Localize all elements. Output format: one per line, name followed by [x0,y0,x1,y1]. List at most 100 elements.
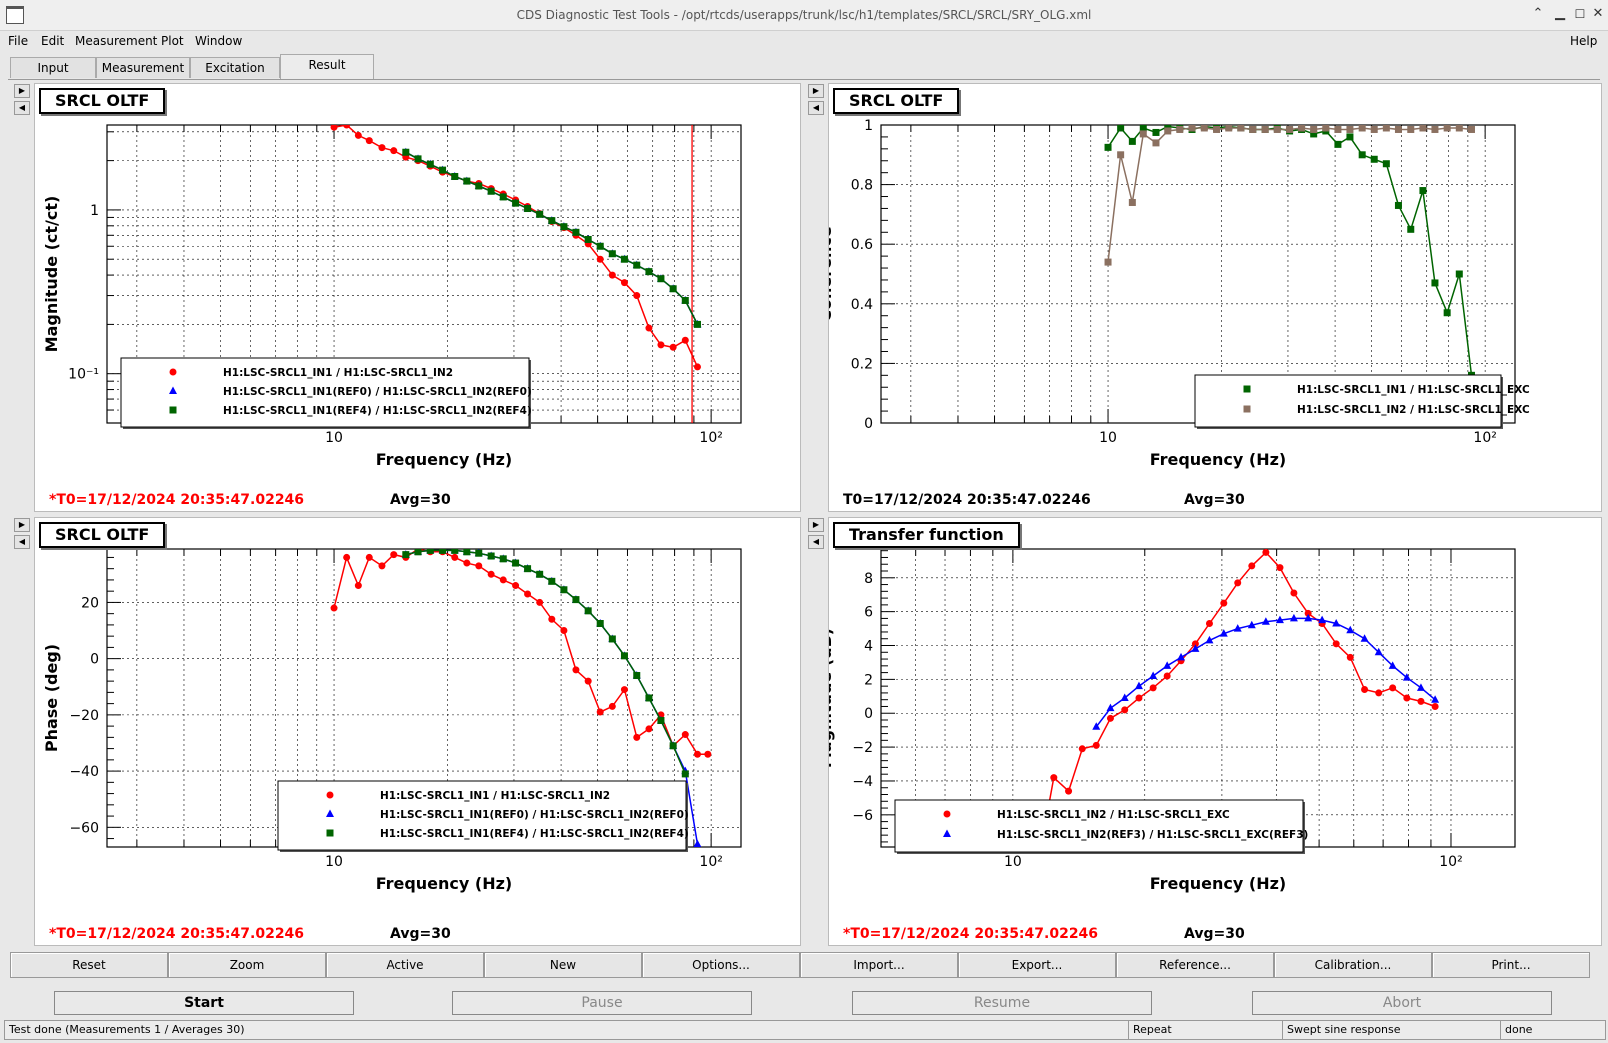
legend-label: H1:LSC-SRCL1_IN2 / H1:LSC-SRCL1_EXC [1297,404,1530,416]
tab-measurement[interactable]: Measurement [96,57,190,78]
panel4-expand-icon[interactable]: ▶ [808,518,824,532]
data-point [475,549,483,557]
abort-button[interactable]: Abort [1252,991,1552,1015]
panel3-expand-icon[interactable]: ▶ [14,518,30,532]
tab-input[interactable]: Input [10,57,96,78]
data-point [475,562,483,570]
data-point [1135,694,1143,702]
data-point [378,562,386,570]
maximize-icon[interactable]: ☐ [1574,7,1586,21]
phase-chart[interactable]: 10 10² −60 −40 −20 0 20 Frequency (Hz) Phase (de… [35,518,800,945]
menu-plot[interactable]: Plot [161,34,184,48]
series-line [405,151,699,325]
x-tick-label: 10 [325,430,343,446]
x-axis-label: Frequency (Hz) [376,874,513,893]
panel2-collapse-icon[interactable]: ◀ [808,101,824,115]
plot-panel-3[interactable]: SRCL OLTF 10 10² −60 −40 −20 0 20 Frequency (Hz… [34,517,801,946]
data-point [1149,684,1157,692]
options-button[interactable]: Options... [642,952,800,978]
data-point [1152,128,1160,136]
plot-panel-1[interactable]: SRCL OLTF 10 10² 1 10⁻¹ Frequency (Hz) Magnit… [34,83,801,512]
series-line [1095,617,1436,728]
print-button[interactable]: Print... [1432,952,1590,978]
data-point [463,559,471,567]
x-tick-label: 10 [1004,854,1022,870]
active-button[interactable]: Active [326,952,484,978]
export-button[interactable]: Export... [958,952,1116,978]
data-point [1334,125,1342,133]
data-point [1407,125,1415,133]
legend-marker [169,368,177,376]
data-point [596,708,604,716]
panel1-expand-icon[interactable]: ▶ [14,84,30,98]
avg-label: Avg=30 [390,926,451,942]
data-point [390,551,398,559]
legend-marker [169,406,177,414]
minimize-icon[interactable]: ▁ [1555,6,1565,21]
panel2-expand-icon[interactable]: ▶ [808,84,824,98]
data-point [1304,609,1312,617]
data-point [560,223,568,231]
transfer-function-chart[interactable]: 10 10² −6 −4 −2 0 2 4 6 8 Frequency (Hz) Magnitude … [816,518,1601,945]
calibration-button[interactable]: Calibration... [1274,952,1432,978]
legend: H1:LSC-SRCL1_IN1 / H1:LSC-SRCL1_EXC H1:LS… [1194,374,1530,429]
new-button[interactable]: New [484,952,642,978]
menu-measurement[interactable]: Measurement [75,34,158,48]
menu-file[interactable]: File [8,34,29,48]
y-tick-label: 4 [864,639,873,655]
data-point [1431,279,1439,287]
data-point [1346,133,1354,141]
panel-title: SRCL OLTF [39,522,166,548]
data-point [1128,137,1136,145]
data-point [1104,258,1112,266]
tab-result[interactable]: Result [280,54,374,79]
panel-title: SRCL OLTF [39,88,166,114]
zoom-button[interactable]: Zoom [168,952,326,978]
data-point [1177,652,1186,661]
reference-button[interactable]: Reference... [1116,952,1274,978]
plot-panel-2[interactable]: SRCL OLTF 10 10² 0 0.2 0.4 0.6 0.8 1 Frequency (… [816,83,1602,512]
magnitude-chart[interactable]: 10 10² 1 10⁻¹ Frequency (Hz) Magnitude (ct/ct… [35,84,800,511]
menu-help[interactable]: Help [1570,34,1598,48]
app-icon [6,6,24,24]
data-point [1332,640,1340,648]
reset-button[interactable]: Reset [10,952,168,978]
menu-window[interactable]: Window [195,34,243,48]
coherence-chart[interactable]: 10 10² 0 0.2 0.4 0.6 0.8 1 Frequency (Hz) Coheren… [816,84,1601,511]
tab-bar: Input Measurement Excitation Result [8,54,1600,80]
data-point [1219,629,1228,637]
import-button[interactable]: Import... [800,952,958,978]
resume-button[interactable]: Resume [852,991,1152,1015]
data-point [693,363,701,371]
data-point [1237,125,1245,132]
panel4-collapse-icon[interactable]: ◀ [808,535,824,549]
tab-excitation[interactable]: Excitation [190,57,280,78]
data-point [1402,673,1411,681]
y-tick-label: −20 [69,708,99,724]
data-point [1149,671,1158,679]
help-hint-icon[interactable]: ⌃ [1532,6,1544,21]
y-tick-label: 6 [864,605,873,621]
data-point [1388,661,1397,669]
data-point [1322,125,1330,132]
start-button[interactable]: Start [54,991,354,1015]
data-point [657,716,665,724]
data-point [1310,130,1318,138]
menu-edit[interactable]: Edit [41,34,65,48]
data-point [1332,619,1341,627]
data-point [1092,741,1100,749]
data-area [330,125,702,371]
panel1-collapse-icon[interactable]: ◀ [14,101,30,115]
data-point [1286,125,1294,133]
plot-panel-4[interactable]: Transfer function 10 10² −6 −4 −2 0 2 4 6 8 Freque… [816,517,1602,946]
data-point [463,177,471,185]
data-point [524,590,532,598]
panel3-collapse-icon[interactable]: ◀ [14,535,30,549]
data-point [451,549,459,554]
data-point [536,210,544,218]
y-tick-label: −4 [852,774,873,790]
data-point [608,250,616,258]
close-icon[interactable]: ✕ [1592,6,1604,21]
data-point [633,261,641,269]
pause-button[interactable]: Pause [452,991,752,1015]
